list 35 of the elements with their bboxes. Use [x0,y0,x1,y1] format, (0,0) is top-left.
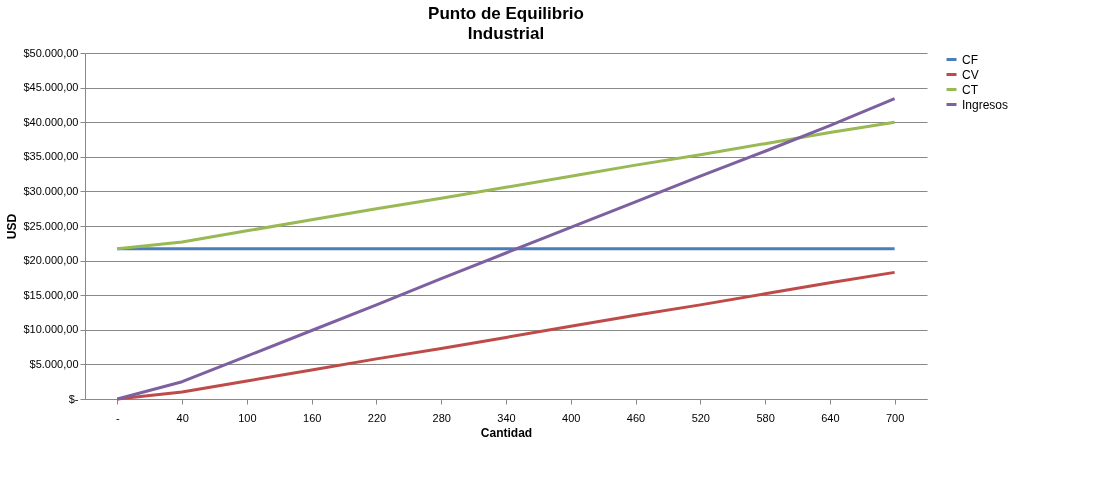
y-axis-title: USD [5,213,20,240]
x-tick-label: 640 [821,411,840,424]
y-tick-label: $45.000,00 [23,81,79,94]
y-tick-label: $5.000,00 [29,357,79,370]
y-tick-label: $- [68,392,79,405]
legend-label: Ingresos [962,97,1009,112]
x-tick-label: 220 [367,411,387,424]
line-series [115,97,897,401]
x-tick-label: 520 [691,411,710,424]
x-tick-label: 700 [885,411,905,424]
y-tick-label: $10.000,00 [23,323,79,336]
x-tick-label: 280 [432,411,451,424]
x-tick-label: - [116,411,121,424]
x-tick-label: 580 [756,411,775,424]
legend-label: CV [962,67,979,82]
legend-label: CF [962,52,978,67]
x-tick-label: 460 [626,411,646,424]
x-tick-label: 160 [303,411,322,424]
x-axis-title: Cantidad [480,425,533,440]
x-tick-label: 400 [562,411,581,424]
y-tick-label: $35.000,00 [23,150,79,163]
x-tick-label: 340 [497,411,516,424]
x-tick-label: 40 [176,411,189,424]
line-series [115,270,897,401]
line-series [115,120,897,251]
y-tick-label: $20.000,00 [23,254,79,267]
chart-subtitle: Industrial [467,24,545,43]
y-tick-label: $25.000,00 [23,219,79,232]
legend-label: CT [962,82,979,97]
x-tick-label: 100 [238,411,257,424]
y-tick-label: $15.000,00 [23,288,79,301]
y-tick-label: $30.000,00 [23,184,79,197]
chart-title: Punto de Equilibrio [428,4,584,23]
y-tick-label: $40.000,00 [23,115,79,128]
y-tick-label: $50.000,00 [23,46,79,59]
